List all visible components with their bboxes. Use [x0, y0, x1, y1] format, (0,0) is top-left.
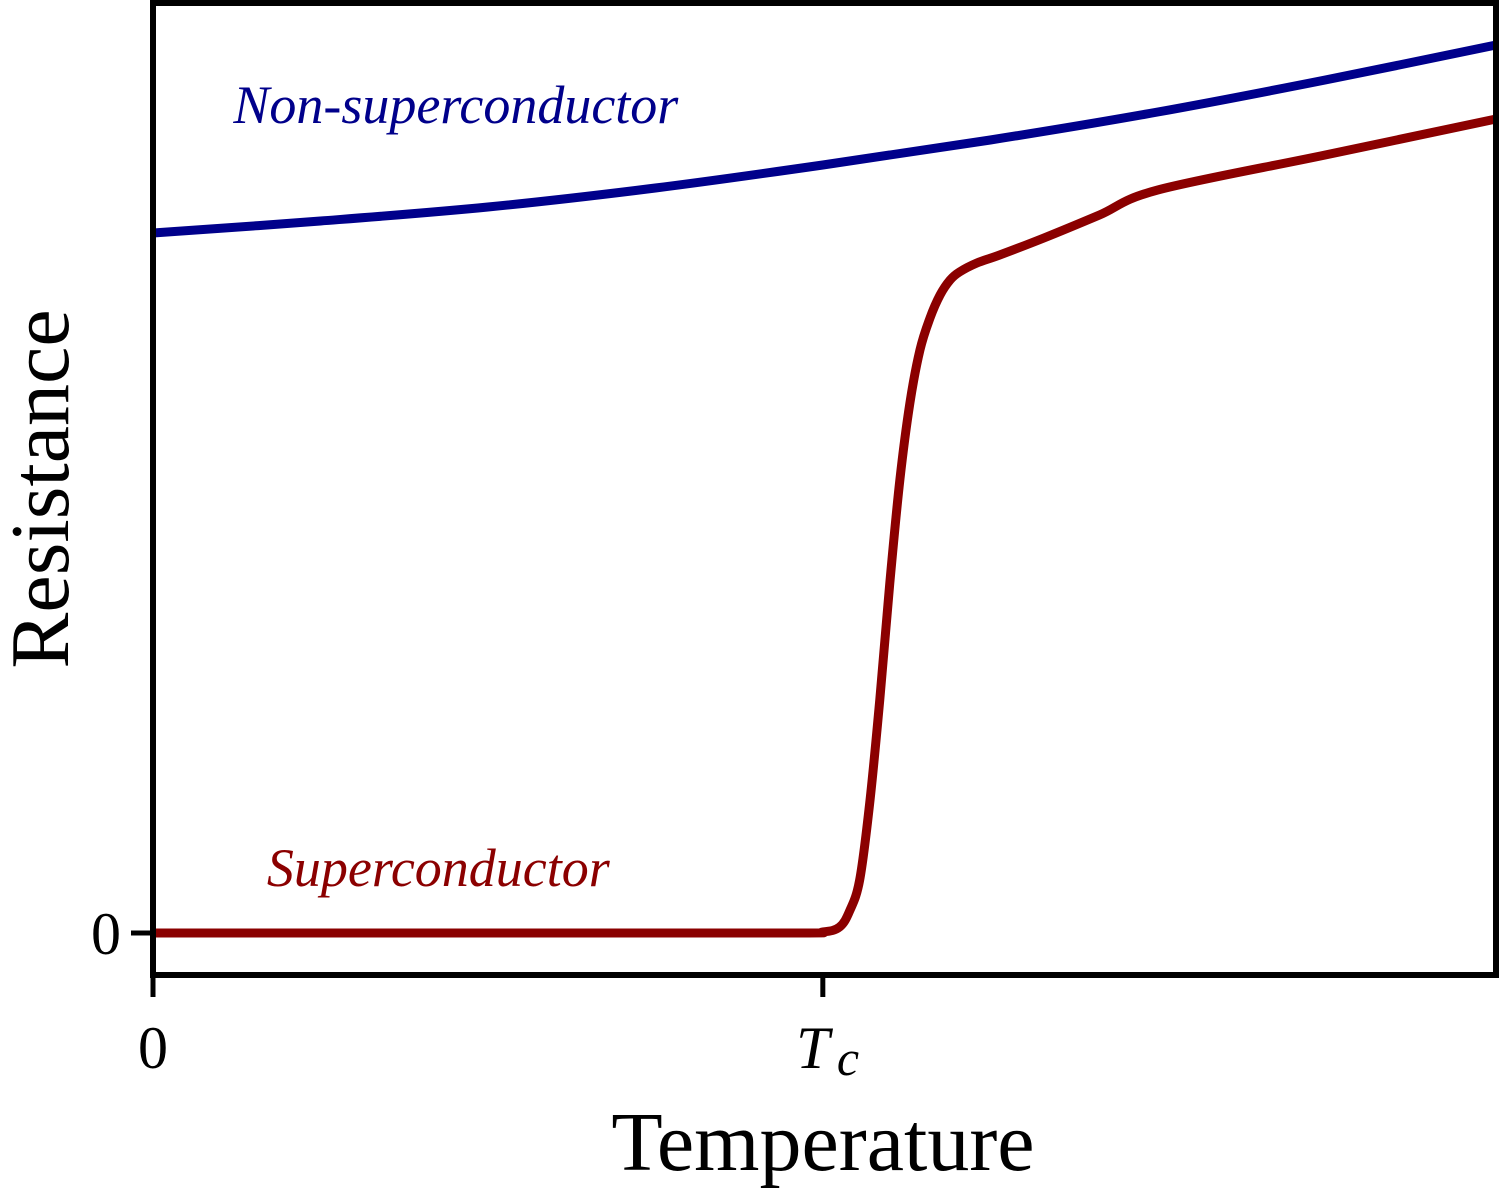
x-tick-label-subscript: c [837, 1030, 859, 1086]
series-line-superconductor [153, 114, 1497, 938]
x-tick-label: 0 [138, 1015, 168, 1081]
series-label-superconductor: Superconductor [267, 838, 611, 898]
x-axis-label: Temperature [611, 1096, 1034, 1189]
x-tick-label: T [796, 1015, 833, 1081]
plot-frame [150, 0, 1499, 978]
y-axis-label: Resistance [0, 309, 87, 668]
series-label-non-superconductor: Non-superconductor [232, 75, 679, 135]
series-line-non-superconductor [152, 40, 1497, 238]
y-tick-label: 0 [91, 901, 121, 967]
